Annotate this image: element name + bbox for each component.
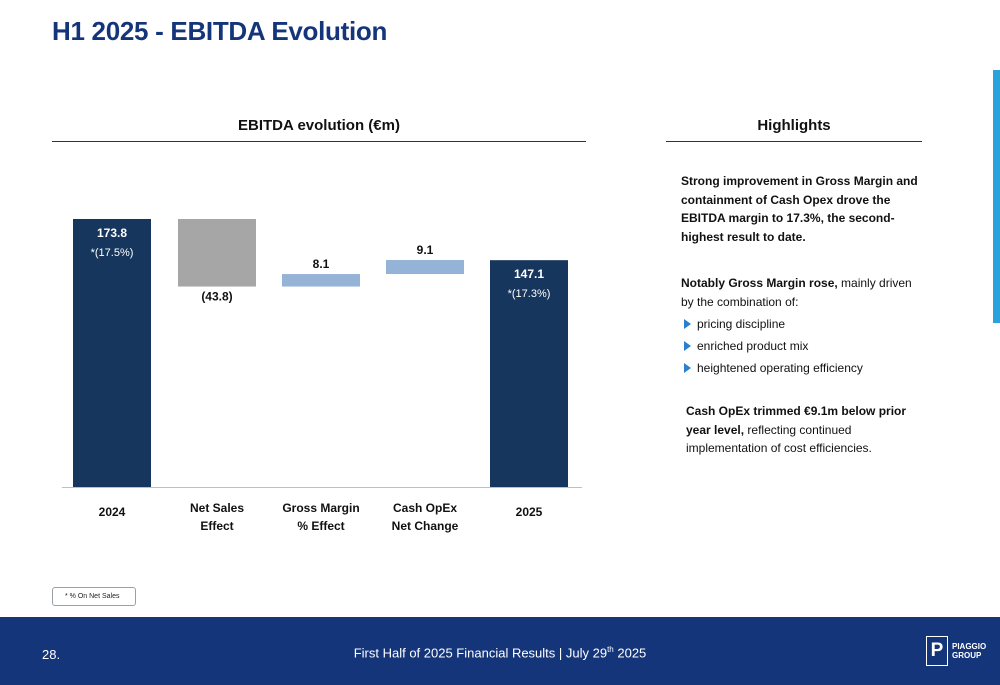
waterfall-bar [73,219,151,487]
highlight-paragraph-3-bold: Cash OpEx trimmed €9.1m below prior year… [686,404,907,437]
accent-bar [993,70,1000,323]
x-tick-label: 2024 [99,505,126,519]
x-tick-label: 2025 [516,505,543,519]
highlights-heading: Highlights [757,117,831,134]
bar-value-label: 173.8 [97,226,127,240]
x-tick-label: Cash OpEx [393,501,457,515]
ebitda-waterfall-chart: 173.8 *(17.5%) 2024 (43.8) Net Sales Effect 8.… [62,219,582,533]
x-tick-label: Gross Margin [282,501,359,515]
piaggio-logo-icon: P [926,636,948,666]
highlight-paragraph-1: Strong improvement in Gross Margin and c… [681,174,918,244]
page-number: 28. [42,647,61,662]
bar-value-label: (43.8) [201,290,232,304]
footer-caption: First Half of 2025 Financial Results | J… [353,645,647,661]
page-title: H1 2025 - EBITDA Evolution [52,16,388,46]
x-tick-label: % Effect [297,519,344,533]
piaggio-group-logo: P PIAGGIO GROUP [926,636,986,666]
highlight-paragraph-2-bold: Notably Gross Margin rose, [681,276,838,290]
logo-line-1: PIAGGIO [952,642,987,651]
footnote: * % On Net Sales [52,587,136,606]
highlight-bullet-list: pricing discipline enriched product mix … [684,313,863,379]
waterfall-bar [386,260,464,275]
list-item: enriched product mix [684,335,863,357]
bar-margin-label: *(17.3%) [508,288,551,300]
bullet-arrow-icon [684,341,691,351]
highlight-paragraph-2-rest: mainly driven by the combination of: [681,276,912,309]
bar-margin-label: *(17.5%) [91,247,134,259]
bar-value-label: 147.1 [514,267,544,281]
chart-heading: EBITDA evolution (€m) [238,117,400,134]
list-item: heightened operating efficiency [684,357,863,379]
highlight-paragraph-3: Cash OpEx trimmed €9.1m below prior year… [686,402,926,458]
waterfall-bar [490,260,568,487]
list-item: pricing discipline [684,313,863,335]
x-tick-label: Net Sales [190,501,244,515]
bar-value-label: 9.1 [417,243,434,257]
highlights-heading-rule [666,141,922,142]
logo-line-2: GROUP [952,651,982,660]
waterfall-bar [282,274,360,287]
x-tick-label: Net Change [392,519,459,533]
footer-bar: 28. First Half of 2025 Financial Results… [0,617,1000,685]
x-tick-label: Effect [200,519,233,533]
bar-value-label: 8.1 [313,257,330,271]
bullet-arrow-icon [684,319,691,329]
highlight-paragraph-2: Notably Gross Margin rose, mainly driven… [681,274,921,311]
highlight-paragraph-3-rest: reflecting continued implementation of c… [686,422,872,456]
bullet-arrow-icon [684,363,691,373]
chart-heading-rule [52,141,586,142]
waterfall-bar [178,219,256,287]
